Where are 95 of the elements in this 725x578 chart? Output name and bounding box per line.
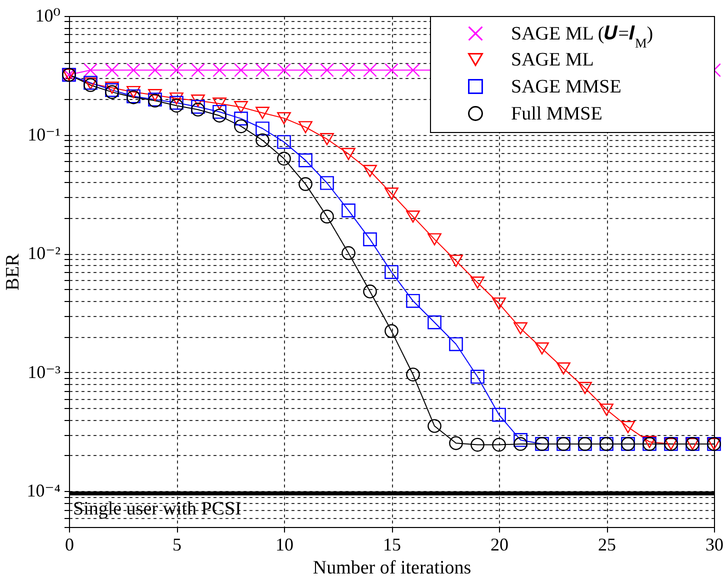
y-axis-title: BER — [2, 253, 24, 290]
point — [212, 104, 226, 119]
point — [342, 246, 356, 260]
legend-label: Full MMSE — [511, 104, 602, 124]
point — [342, 63, 356, 78]
point — [342, 148, 356, 160]
point — [406, 294, 420, 308]
point — [320, 210, 334, 224]
point — [449, 436, 463, 450]
x-axis-title: Number of iterations — [312, 558, 472, 578]
point — [105, 82, 119, 94]
point — [320, 176, 334, 190]
point — [470, 438, 484, 452]
point — [256, 133, 270, 148]
point — [342, 203, 356, 218]
point — [126, 63, 140, 78]
point — [170, 96, 184, 110]
point — [363, 164, 377, 178]
point — [148, 63, 162, 78]
point — [428, 315, 442, 330]
point — [406, 210, 420, 223]
x-tick-label: 5 — [172, 534, 182, 554]
y-tick-label: 10⁻³ — [28, 362, 62, 382]
point — [170, 63, 184, 78]
point — [256, 63, 270, 78]
point — [234, 101, 248, 114]
point — [578, 382, 592, 394]
point — [256, 122, 270, 136]
x-tick-label: 0 — [65, 534, 74, 554]
point — [363, 284, 377, 298]
point — [256, 106, 270, 119]
point — [470, 276, 484, 289]
y-tick-label: 10⁻¹ — [28, 124, 60, 144]
point — [277, 152, 291, 166]
y-tick-label: 10⁻⁴ — [26, 480, 60, 501]
point — [298, 63, 312, 78]
x-tick-label: 30 — [706, 534, 724, 554]
point — [298, 153, 312, 168]
point — [492, 297, 506, 310]
point — [277, 63, 291, 78]
point — [621, 420, 635, 434]
point — [105, 63, 119, 78]
y-tick-label: 10⁻² — [28, 243, 60, 264]
point — [384, 63, 398, 78]
point — [126, 86, 140, 98]
point — [277, 112, 291, 124]
point — [492, 408, 506, 422]
point — [84, 63, 98, 78]
point — [191, 63, 205, 78]
x-tick-label: 10 — [276, 534, 294, 554]
x-tick-label: 20 — [490, 534, 508, 554]
point — [556, 362, 570, 375]
point — [428, 419, 442, 433]
point — [449, 254, 463, 267]
x-tick-label: 25 — [598, 534, 616, 554]
point — [298, 121, 312, 134]
point — [170, 92, 184, 105]
point — [212, 98, 226, 110]
point — [406, 63, 420, 78]
point — [384, 324, 398, 338]
point — [234, 63, 248, 78]
point — [363, 63, 377, 78]
point — [514, 433, 528, 447]
point — [277, 135, 291, 149]
point — [191, 94, 205, 107]
point — [470, 370, 484, 384]
ref-line-label: Single user with PCSI — [73, 498, 242, 520]
point — [384, 265, 398, 279]
point — [320, 63, 334, 78]
point — [384, 188, 398, 200]
legend-label: SAGE MMSE — [511, 76, 622, 98]
legend-label: SAGE ML (𝑼=𝑰$_{M}$) — [511, 24, 654, 50]
point — [492, 438, 506, 452]
point — [428, 233, 442, 246]
x-tick-label: 15 — [383, 534, 401, 554]
point — [600, 404, 614, 416]
point — [212, 63, 226, 78]
point — [170, 98, 184, 113]
point — [298, 177, 312, 191]
point — [514, 322, 528, 334]
point — [363, 232, 377, 246]
point — [642, 436, 656, 448]
point — [234, 112, 248, 126]
point — [320, 133, 334, 146]
point — [514, 437, 528, 451]
point — [234, 119, 248, 134]
point — [148, 88, 162, 102]
point — [191, 100, 205, 114]
y-tick-label: 10⁰ — [35, 6, 60, 26]
point — [191, 102, 205, 117]
legend-label: SAGE ML — [511, 50, 594, 70]
point — [406, 368, 420, 382]
point — [535, 342, 549, 355]
point — [212, 108, 226, 123]
point — [449, 337, 463, 352]
